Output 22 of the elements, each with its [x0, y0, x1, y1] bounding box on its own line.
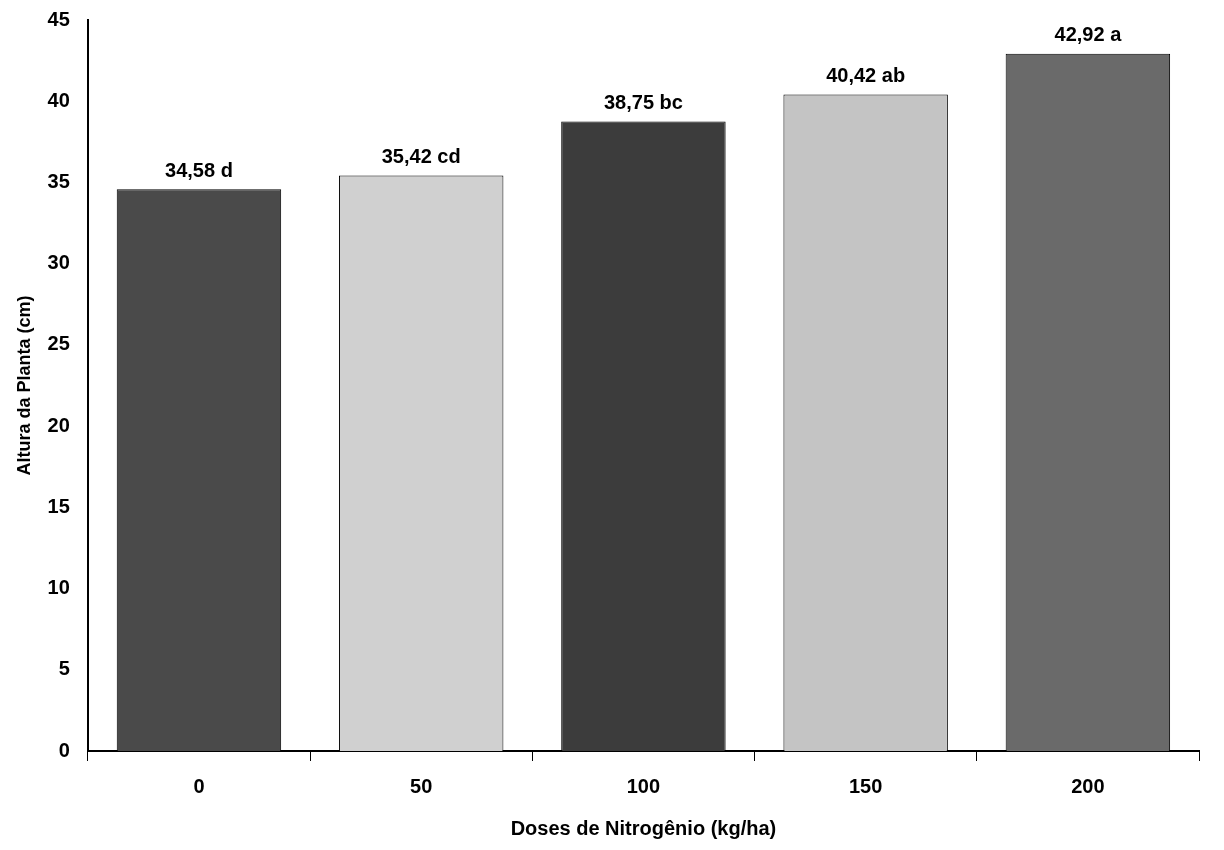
- data-label: 34,58 d: [165, 158, 233, 181]
- data-label: 40,42 ab: [826, 63, 906, 86]
- y-tick-label: 0: [58, 738, 70, 761]
- y-tick-label: 20: [47, 413, 70, 436]
- x-axis-title: Doses de Nitrogênio (kg/ha): [510, 816, 777, 839]
- y-tick-label: 15: [47, 494, 70, 517]
- y-tick-label: 45: [47, 7, 70, 30]
- y-tick-label: 40: [47, 88, 70, 111]
- y-tick-label: 10: [47, 576, 70, 599]
- x-tick-label: 200: [1071, 774, 1105, 797]
- x-tick-label: 150: [848, 774, 883, 797]
- y-axis-title: Altura da Planta (cm): [13, 295, 34, 476]
- data-label: 42,92 a: [1054, 23, 1123, 46]
- x-tick-label: 100: [626, 774, 661, 797]
- y-tick-label: 35: [47, 169, 70, 192]
- y-tick-label: 5: [58, 657, 70, 680]
- data-label: 35,42 cd: [381, 145, 461, 168]
- y-tick-label: 30: [47, 251, 70, 274]
- y-tick-label: 25: [47, 332, 70, 355]
- x-tick-label: 0: [193, 774, 205, 797]
- x-tick-label: 50: [410, 774, 433, 797]
- data-label: 38,75 bc: [603, 91, 683, 114]
